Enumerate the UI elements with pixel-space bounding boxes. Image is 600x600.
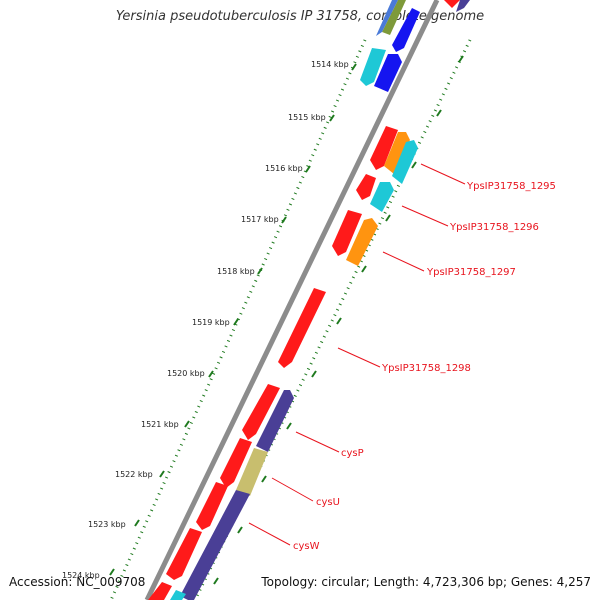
gene-arrow[interactable] [256,390,294,452]
gene-arrow[interactable] [444,0,460,8]
gene-arrow[interactable] [392,140,418,184]
gene-arrow[interactable] [236,448,268,496]
gene-arrow[interactable] [370,126,398,170]
gene-arrow[interactable] [180,490,250,600]
outer-major-ticks [109,63,357,576]
gene-arrow[interactable] [382,0,406,35]
gene-arrow[interactable] [346,218,378,266]
gene-arrow[interactable] [170,590,186,600]
gene-arrow[interactable] [376,0,398,36]
kbp-label: 1515 kbp [288,113,326,122]
outer-tick-ring [109,39,367,600]
genome-summary-text: Topology: circular; Length: 4,723,306 bp… [261,575,591,589]
inner-major-ticks [213,55,464,585]
gene-label[interactable]: YpsIP31758_1295 [466,181,556,192]
kbp-label: 1520 kbp [167,369,205,378]
gene-label[interactable]: cysP [341,448,364,459]
kbp-label: 1514 kbp [311,60,349,69]
gene-label[interactable]: YpsIP31758_1296 [449,222,539,233]
gene-arrow[interactable] [356,174,376,200]
kbp-label: 1519 kbp [192,318,230,327]
gene-label[interactable]: cysW [293,541,320,552]
kbp-label: 1524 kbp [62,571,100,580]
kbp-label: 1521 kbp [141,420,179,429]
gene-arrow[interactable] [392,8,420,52]
kbp-label: 1523 kbp [88,520,126,529]
kbp-label: 1516 kbp [265,164,303,173]
kbp-label: 1522 kbp [115,470,153,479]
gene-arrow[interactable] [196,482,228,530]
gene-arrow[interactable] [242,384,280,440]
gene-arrow[interactable] [332,210,362,256]
gene-arrow[interactable] [370,182,394,212]
gene-arrow[interactable] [456,0,470,12]
kbp-label: 1517 kbp [241,215,279,224]
gene-arrow[interactable] [278,288,326,368]
gene-arrow[interactable] [148,582,172,600]
gene-label[interactable]: YpsIP31758_1297 [426,267,516,278]
gene-arrow[interactable] [384,132,410,174]
label-leaders [248,163,466,546]
gene-arrow[interactable] [374,54,402,92]
accession-text: Accession: NC_009708 [9,575,146,589]
gene-arrow[interactable] [220,438,252,488]
gene-label[interactable]: cysU [316,497,340,508]
gene-label[interactable]: YpsIP31758_1298 [381,363,471,374]
gene-arrow[interactable] [360,48,386,86]
kbp-label: 1518 kbp [217,267,255,276]
gene-arrow[interactable] [166,528,202,580]
genome-backbone [144,0,440,600]
